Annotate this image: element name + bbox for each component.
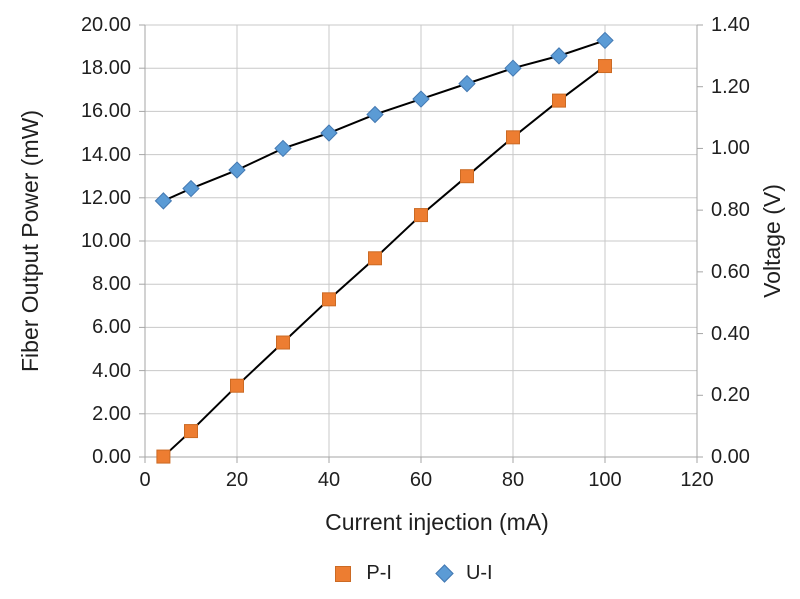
legend-item-ui: U-I [435, 562, 493, 585]
legend-label-pi: P-I [366, 562, 392, 584]
diamond-marker-icon [435, 564, 454, 583]
y-left-tick-label: 16.00 [80, 100, 131, 123]
y-left-tick-label: 18.00 [80, 57, 131, 80]
y-left-tick-label: 14.00 [80, 143, 131, 166]
gridlines [145, 24, 697, 457]
y-left-tick-label: 10.00 [80, 230, 131, 252]
y-right-tick-label: 0.60 [711, 260, 750, 283]
series-P-I [156, 59, 612, 464]
right-axis-title: Voltage (V) [759, 184, 785, 298]
x-tick-label: 60 [409, 469, 433, 491]
y-left-tick-label: 6.00 [92, 316, 131, 339]
y-right-tick-label: 0.20 [711, 384, 750, 407]
series-U-I [154, 31, 614, 210]
square-marker-icon [335, 565, 352, 582]
y-right-tick-label: 1.40 [711, 14, 750, 36]
x-tick-label: 100 [588, 469, 622, 491]
x-tick-label: 0 [139, 469, 151, 491]
y-right-tick-label: 0.40 [711, 322, 750, 345]
y-left-tick-label: 2.00 [92, 402, 131, 425]
y-right-tick-label: 1.00 [711, 137, 750, 160]
left-axis-title: Fiber Output Power (mW) [17, 110, 43, 372]
y-left-tick-label: 8.00 [92, 273, 131, 296]
axes [139, 24, 703, 463]
legend: P-I U-I [14, 562, 800, 585]
y-left-tick-label: 0.00 [92, 446, 131, 468]
x-tick-label: 20 [225, 469, 249, 491]
legend-item-pi: P-I [335, 562, 392, 585]
x-tick-label: 40 [317, 469, 341, 491]
x-tick-label: 80 [501, 469, 525, 491]
x-tick-label: 120 [680, 469, 714, 491]
y-left-tick-label: 20.00 [80, 14, 131, 36]
y-right-tick-label: 1.20 [711, 75, 750, 98]
y-right-tick-label: 0.00 [711, 446, 750, 468]
legend-label-ui: U-I [465, 562, 493, 584]
y-left-tick-label: 4.00 [92, 359, 131, 382]
y-right-tick-label: 0.80 [711, 199, 750, 222]
x-axis-title: Current injection (mA) [325, 509, 549, 535]
y-left-tick-label: 12.00 [80, 186, 131, 209]
